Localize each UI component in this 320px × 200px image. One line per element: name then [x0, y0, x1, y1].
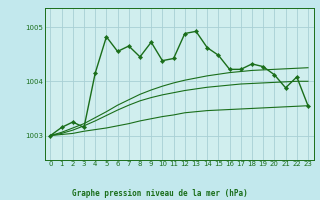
Text: Graphe pression niveau de la mer (hPa): Graphe pression niveau de la mer (hPa) — [72, 189, 248, 198]
